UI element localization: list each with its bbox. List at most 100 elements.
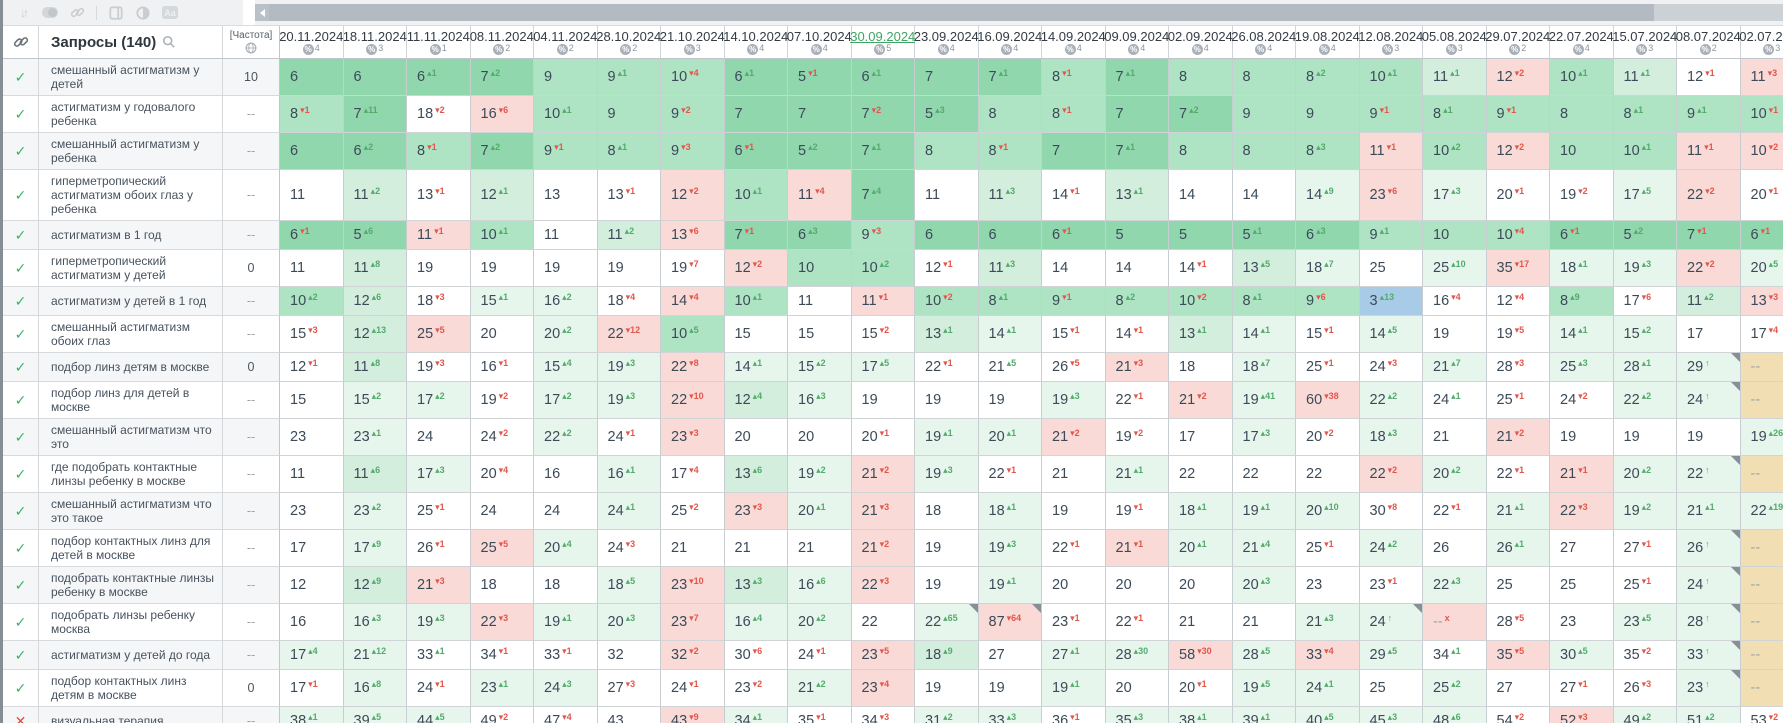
position-cell[interactable]: -- x [1423,604,1487,641]
position-cell[interactable]: 8 [1169,133,1233,170]
date-column-header[interactable]: 22.07.2024% 4 [1549,26,1614,59]
position-cell[interactable]: 8 ▾1 [407,133,471,170]
position-cell[interactable]: 11 [915,170,979,221]
position-cell[interactable]: 11 ▾3 [1740,59,1783,96]
position-cell[interactable]: 30 ▾6 [724,641,788,670]
position-cell[interactable]: 26 ▾1 [407,530,471,567]
position-cell[interactable]: 10 [788,250,852,287]
position-cell[interactable]: 48 ▴6 [1423,707,1487,723]
position-cell[interactable]: 18 [470,567,534,604]
position-cell[interactable]: 8 ▾1 [1042,96,1106,133]
position-cell[interactable]: 19 ▴3 [1042,382,1106,419]
position-cell[interactable]: 7 ▴11 [343,96,407,133]
position-cell[interactable]: 18 [1169,353,1233,382]
position-cell[interactable]: 17 ▴5 [1613,170,1677,221]
position-cell[interactable]: 10 ▾2 [1169,287,1233,316]
position-cell[interactable]: 35 ▾5 [1486,641,1550,670]
position-cell[interactable]: 19 [851,382,915,419]
position-cell[interactable]: 19 [978,382,1042,419]
position-cell[interactable]: 17 [1677,316,1741,353]
position-cell[interactable]: 19 ▾2 [1550,170,1614,221]
keyword-status[interactable]: ✓ [3,530,39,567]
position-cell[interactable]: 21 [1169,604,1233,641]
position-cell[interactable]: 19 ▴2 [1613,493,1677,530]
position-cell[interactable]: 19 ▾3 [407,353,471,382]
position-cell[interactable]: 21 [661,530,725,567]
position-cell[interactable]: 24 ↑ [1677,567,1741,604]
position-cell[interactable]: 33 ▴3 [978,707,1042,723]
position-cell[interactable]: 24 ▾2 [1550,382,1614,419]
position-cell[interactable]: 15 ▴2 [1613,316,1677,353]
position-cell[interactable]: 52 ▾3 [1550,707,1614,723]
position-cell[interactable]: 10 ▴5 [661,316,725,353]
position-cell[interactable]: 22 ▾1 [978,456,1042,493]
position-cell[interactable]: 15 ▾1 [1042,316,1106,353]
position-cell[interactable]: 14 ▾1 [1169,250,1233,287]
position-cell[interactable]: 19 ▴2 [788,456,852,493]
position-cell[interactable]: 16 ▴6 [788,567,852,604]
position-cell[interactable]: 15 [724,316,788,353]
position-cell[interactable]: 23 [280,493,344,530]
position-cell[interactable]: 14 ▾4 [661,287,725,316]
position-cell[interactable]: 9 [534,59,598,96]
position-cell[interactable]: 25 ▴2 [1423,670,1487,707]
position-cell[interactable]: 21 ▾2 [1169,382,1233,419]
position-cell[interactable]: 20 [1169,567,1233,604]
position-cell[interactable]: 21 ▾3 [1105,353,1169,382]
position-cell[interactable]: 24 ▾1 [788,641,852,670]
position-cell[interactable]: 11 ▾1 [851,287,915,316]
search-icon[interactable] [162,35,176,49]
position-cell[interactable]: 11 ▴2 [597,221,661,250]
position-cell[interactable]: 47 ▾4 [534,707,598,723]
keyword-status[interactable]: ✓ [3,250,39,287]
keyword-status[interactable]: ✓ [3,641,39,670]
position-cell[interactable]: 22 ▾10 [661,382,725,419]
position-cell[interactable]: 17 [280,530,344,567]
position-cell[interactable]: 22 ▾2 [1359,456,1423,493]
position-cell[interactable]: 10 ▴1 [1550,59,1614,96]
position-cell[interactable]: 7 ▴1 [851,133,915,170]
position-cell[interactable]: 5 [1169,221,1233,250]
position-cell[interactable]: 24 ▾1 [597,419,661,456]
keyword-status[interactable]: ✓ [3,59,39,96]
position-cell[interactable]: 9 ▾1 [534,133,598,170]
position-cell[interactable]: 12 ▾2 [1486,133,1550,170]
position-cell[interactable]: 21 [1042,456,1106,493]
position-cell[interactable]: 27 [1486,670,1550,707]
position-cell[interactable]: 22 ▴19 [1740,493,1783,530]
position-cell[interactable]: 6 ▴1 [407,59,471,96]
position-cell[interactable]: 11 ▴3 [978,250,1042,287]
position-cell[interactable]: 29 ↑ [1677,353,1741,382]
position-cell[interactable]: 22 ▾2 [1677,250,1741,287]
position-cell[interactable]: 24 ▾1 [407,670,471,707]
position-cell[interactable]: 32 ▾2 [661,641,725,670]
position-cell[interactable]: 11 ▾1 [1359,133,1423,170]
position-cell[interactable]: 8 ▴2 [1296,59,1360,96]
position-cell[interactable]: 51 ▴2 [1677,707,1741,723]
position-cell[interactable]: 22 ▾1 [1105,604,1169,641]
position-cell[interactable]: 22 ▾2 [1677,170,1741,221]
position-cell[interactable]: 10 ▴1 [1613,133,1677,170]
position-cell[interactable]: 11 ▴1 [1423,59,1487,96]
position-cell[interactable]: 6 [915,221,979,250]
sort-icon[interactable]: ↓↑ [20,5,29,20]
position-cell[interactable]: 20 ▾1 [1740,170,1783,221]
position-cell[interactable]: 21 ▾3 [851,493,915,530]
position-cell[interactable]: 23 ▴2 [343,493,407,530]
position-cell[interactable]: 16 ▴8 [343,670,407,707]
position-cell[interactable]: 18 ▴1 [978,493,1042,530]
position-cell[interactable]: 23 ▴5 [1613,604,1677,641]
keyword-cell[interactable]: подобрать линзы ребенку москва [39,604,223,641]
position-cell[interactable]: 8 [1232,133,1296,170]
position-cell[interactable]: 19 [1677,419,1741,456]
position-cell[interactable]: -- [1740,353,1783,382]
position-cell[interactable]: 21 ▴2 [788,670,852,707]
position-cell[interactable]: 22 ↑ [1677,456,1741,493]
position-cell[interactable]: 22 ▾3 [851,567,915,604]
position-cell[interactable]: 14 ▴1 [978,316,1042,353]
date-column-header[interactable]: 11.11.2024% 1 [407,26,471,59]
position-cell[interactable]: 8 ▾1 [1042,59,1106,96]
position-cell[interactable]: 21 [1232,604,1296,641]
link-icon[interactable] [69,5,85,21]
toggle-icon[interactable] [42,5,58,21]
